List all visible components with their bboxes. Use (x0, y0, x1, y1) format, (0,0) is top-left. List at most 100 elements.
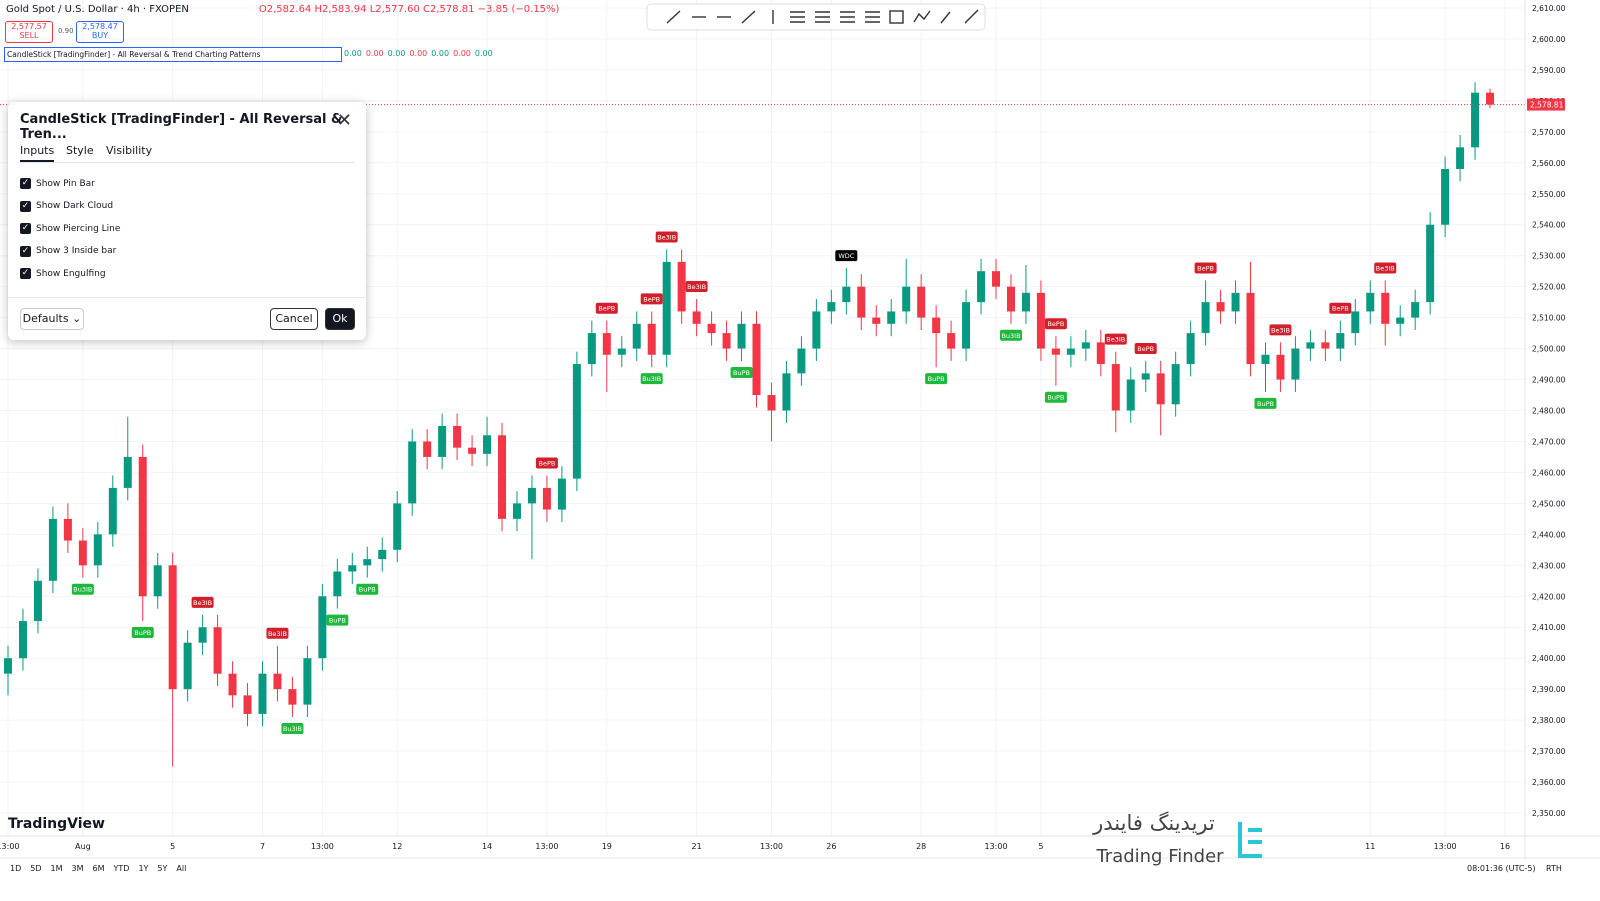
candle-body (1276, 354, 1285, 380)
x-tick-label: 16 (1500, 842, 1510, 851)
x-tick-label: 21 (692, 842, 702, 851)
candle-body (183, 642, 192, 690)
y-tick-label: 2,390.00 (1532, 685, 1566, 694)
candle-body (812, 311, 821, 349)
tool-fan[interactable] (815, 11, 830, 23)
x-tick-label: 11 (1365, 842, 1375, 851)
range-button[interactable]: 1D (10, 864, 22, 873)
candle-body (1336, 333, 1345, 349)
pattern-label: Be3IB (268, 630, 287, 638)
x-tick-label: 5 (170, 842, 175, 851)
sell-button[interactable]: 2,577.57 SELL (5, 21, 53, 43)
candle-body (887, 311, 896, 324)
candle-body (587, 333, 596, 365)
last-price-tag (1527, 98, 1565, 111)
pattern-tag (131, 627, 154, 639)
checkbox-row[interactable]: ✓ Show Engulfing (20, 268, 106, 279)
candle-body (348, 565, 357, 572)
pattern-label: Be3IB (657, 234, 676, 242)
tool-rect[interactable] (889, 10, 904, 24)
candle-body (557, 478, 566, 510)
range-button[interactable]: YTD (113, 864, 130, 873)
candle-body (632, 323, 641, 349)
y-tick-label: 2,380.00 (1532, 716, 1566, 725)
candle-body (1126, 379, 1135, 411)
range-button[interactable]: 1Y (138, 864, 149, 873)
pattern-label: BePB (1047, 320, 1064, 328)
tool-channel[interactable] (741, 10, 756, 24)
cancel-button[interactable]: Cancel (270, 308, 318, 330)
tool-trendline[interactable] (666, 10, 681, 24)
y-tick-label: 2,590.00 (1532, 66, 1566, 75)
checkbox-row[interactable]: ✓ Show Pin Bar (20, 178, 95, 189)
pattern-label: Be3IB (1271, 326, 1290, 334)
checkbox-row[interactable]: ✓ Show 3 Inside bar (20, 245, 117, 257)
symbol[interactable]: Gold Spot / U.S. Dollar · 4h · FXOPEN (6, 4, 189, 15)
candle-body (932, 317, 941, 334)
candle-body (1351, 311, 1360, 334)
tool-gann[interactable] (840, 11, 855, 23)
candle-body (378, 549, 387, 560)
x-tick-label: 28 (916, 842, 926, 851)
buy-button[interactable]: 2,578.47 BUY (76, 21, 124, 43)
pattern-tag (1044, 318, 1067, 330)
y-tick-label: 2,420.00 (1532, 592, 1566, 601)
candle-body (138, 456, 147, 597)
tool-pitchfork[interactable] (865, 11, 880, 23)
toolbar (646, 3, 986, 31)
range-button[interactable]: 5Y (157, 864, 168, 873)
candle-body (662, 261, 671, 355)
pattern-tag (1254, 397, 1277, 409)
tab[interactable]: Visibility (106, 144, 153, 157)
defaults-button[interactable]: Defaults ⌄ (20, 308, 84, 330)
candle-body (63, 518, 72, 541)
defaults-label: Defaults (22, 312, 69, 325)
ok-button[interactable]: Ok (325, 308, 355, 330)
session[interactable]: RTH (1546, 864, 1562, 873)
candle-body (617, 348, 626, 355)
tab[interactable]: Inputs (20, 144, 55, 162)
range-button[interactable]: 1M (50, 864, 63, 873)
candle-body (468, 447, 477, 454)
range-button[interactable]: All (176, 864, 187, 873)
option-label: Show 3 Inside bar (36, 246, 117, 256)
watermark-en: Trading Finder (1095, 846, 1224, 867)
candle-body (18, 621, 27, 659)
indicator-legend[interactable]: CandleStick [TradingFinder] - All Revers… (4, 47, 342, 62)
candle-body (1066, 348, 1075, 355)
candle-body (1156, 373, 1165, 405)
range-button[interactable]: 6M (92, 864, 105, 873)
candle-body (902, 286, 911, 312)
tab[interactable]: Style (66, 144, 94, 157)
option-label: Show Dark Cloud (36, 201, 114, 211)
candle-body (78, 540, 87, 566)
candle-body (1216, 302, 1225, 312)
x-tick-label: 12 (392, 842, 402, 851)
x-tick-label: 13:00 (535, 842, 558, 851)
checkbox-row[interactable]: ✓ Show Dark Cloud (20, 200, 114, 212)
candle-body (767, 395, 776, 411)
tool-path[interactable] (913, 10, 931, 23)
range-button[interactable]: 5D (30, 864, 42, 873)
pattern-tag (730, 366, 753, 378)
tool-fib[interactable] (790, 11, 805, 23)
tool-brush[interactable] (940, 11, 951, 24)
range-button[interactable]: 3M (71, 864, 84, 873)
footer-divider (8, 297, 366, 298)
candle-body (228, 673, 237, 696)
candle-body (258, 673, 267, 714)
y-tick-label: 2,480.00 (1532, 407, 1566, 416)
pattern-tag (685, 281, 708, 293)
checkbox-row[interactable]: ✓ Show Piercing Line (20, 223, 120, 234)
pattern-label: BePB (1332, 305, 1349, 313)
tool-measure[interactable] (964, 9, 979, 24)
sell-price: 2,577.57 (11, 22, 47, 31)
close-button[interactable]: ✕ (336, 110, 352, 131)
pattern-label: Be3IB (1376, 264, 1395, 272)
candle-body (872, 317, 881, 324)
x-tick-label: 19 (602, 842, 612, 851)
candle-body (1021, 292, 1030, 312)
pattern-tag (71, 583, 94, 595)
candle-body (303, 658, 312, 705)
candle-body (198, 627, 207, 643)
